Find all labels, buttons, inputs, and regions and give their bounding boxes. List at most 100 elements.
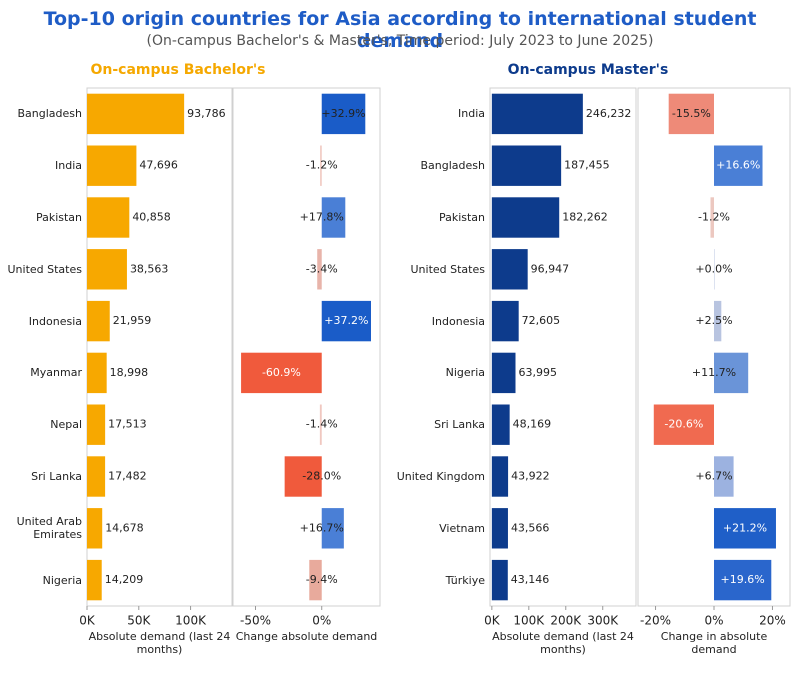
bar: [491, 300, 519, 342]
bar: [319, 404, 322, 445]
bar: [710, 197, 714, 238]
value-label: -1.2%: [698, 211, 730, 224]
category-label: Nepal: [50, 418, 82, 432]
bar: [87, 559, 102, 601]
panel-title: On-campus Master's: [508, 62, 669, 78]
bar: [87, 352, 107, 394]
bar: [87, 456, 106, 497]
bar: [491, 352, 516, 394]
value-label: 246,232: [586, 107, 632, 120]
value-label: +21.2%: [723, 521, 767, 534]
value-label: 93,786: [187, 107, 226, 120]
bar: [321, 508, 344, 549]
bar: [714, 300, 722, 342]
value-label: 72,605: [522, 314, 561, 327]
bar: [491, 456, 509, 497]
value-label: +11.7%: [692, 366, 736, 379]
bar: [317, 249, 322, 290]
x-axis-label: Absolute demand (last 24 months): [492, 630, 634, 656]
category-label: India: [458, 107, 485, 121]
page-subtitle: (On-campus Bachelor's & Master's, Time p…: [146, 33, 654, 49]
x-tick-label: 0K: [484, 614, 501, 628]
value-label: 43,922: [511, 470, 549, 483]
value-label: 38,563: [130, 262, 169, 275]
category-label: Indonesia: [28, 314, 82, 328]
value-label: 17,482: [108, 470, 147, 483]
panel-frame: [86, 87, 233, 607]
bar: [309, 559, 322, 601]
x-tick-label: 100K: [175, 614, 207, 628]
category-label: Nigeria: [445, 366, 485, 380]
page-title: Top-10 origin countries for Asia accordi…: [43, 8, 757, 52]
bar: [320, 145, 322, 186]
bar: [714, 145, 763, 186]
value-label: 14,209: [105, 573, 144, 586]
value-label: -1.2%: [306, 159, 338, 172]
bar: [87, 404, 106, 445]
value-label: 21,959: [113, 314, 152, 327]
category-label: Nigeria: [42, 573, 82, 587]
value-label: -3.4%: [306, 262, 338, 275]
value-label: +0.0%: [695, 262, 732, 275]
value-label: 18,998: [110, 366, 149, 379]
value-label: +2.5%: [695, 314, 732, 327]
category-label: United Arab Emirates: [16, 515, 82, 542]
bar: [87, 508, 103, 549]
x-tick-label: 0%: [312, 614, 331, 628]
bar: [714, 508, 776, 549]
value-label: +16.6%: [716, 159, 760, 172]
x-tick-label: 0%: [704, 614, 723, 628]
category-label: Indonesia: [431, 314, 485, 328]
value-label: 187,455: [564, 159, 610, 172]
bar: [491, 404, 510, 445]
bar: [87, 145, 137, 186]
value-label: 43,566: [511, 521, 550, 534]
category-label: United Kingdom: [396, 469, 485, 483]
x-tick-label: 50K: [127, 614, 151, 628]
value-label: -20.6%: [664, 418, 703, 431]
x-tick-label: 20%: [759, 614, 786, 628]
x-tick-label: -50%: [240, 614, 271, 628]
value-label: 96,947: [531, 262, 570, 275]
bar: [714, 456, 734, 497]
bar: [491, 93, 583, 135]
category-label: Sri Lanka: [434, 418, 485, 432]
bar: [491, 197, 560, 238]
category-label: United States: [410, 262, 486, 276]
bar: [668, 93, 714, 135]
bar: [87, 300, 110, 342]
bar: [714, 559, 772, 601]
bar: [491, 559, 508, 601]
x-tick-label: 100K: [513, 614, 545, 628]
value-label: -9.4%: [306, 573, 338, 586]
value-label: 63,995: [519, 366, 558, 379]
value-label: +19.6%: [721, 573, 765, 586]
panel-frame: [232, 87, 381, 607]
bar: [87, 197, 130, 238]
x-tick-label: 200K: [550, 614, 582, 628]
value-label: 40,858: [132, 211, 171, 224]
value-label: -15.5%: [672, 107, 711, 120]
value-label: +17.8%: [300, 211, 344, 224]
category-label: United States: [7, 262, 83, 276]
value-label: 47,696: [139, 159, 178, 172]
value-label: +6.7%: [695, 470, 732, 483]
category-label: Pakistan: [438, 210, 485, 224]
bar: [321, 93, 366, 135]
bar: [321, 300, 371, 342]
category-label: Vietnam: [439, 521, 485, 535]
x-tick-label: 0K: [79, 614, 96, 628]
category-label: Pakistan: [35, 210, 82, 224]
value-label: -1.4%: [306, 418, 338, 431]
value-label: +37.2%: [324, 314, 368, 327]
value-label: 17,513: [108, 418, 146, 431]
category-label: Bangladesh: [420, 159, 486, 173]
bar: [491, 249, 528, 290]
bar: [284, 456, 322, 497]
bar: [87, 249, 127, 290]
bar: [87, 93, 185, 135]
x-axis-label: Change absolute demand: [235, 630, 378, 643]
value-label: 182,262: [562, 211, 608, 224]
